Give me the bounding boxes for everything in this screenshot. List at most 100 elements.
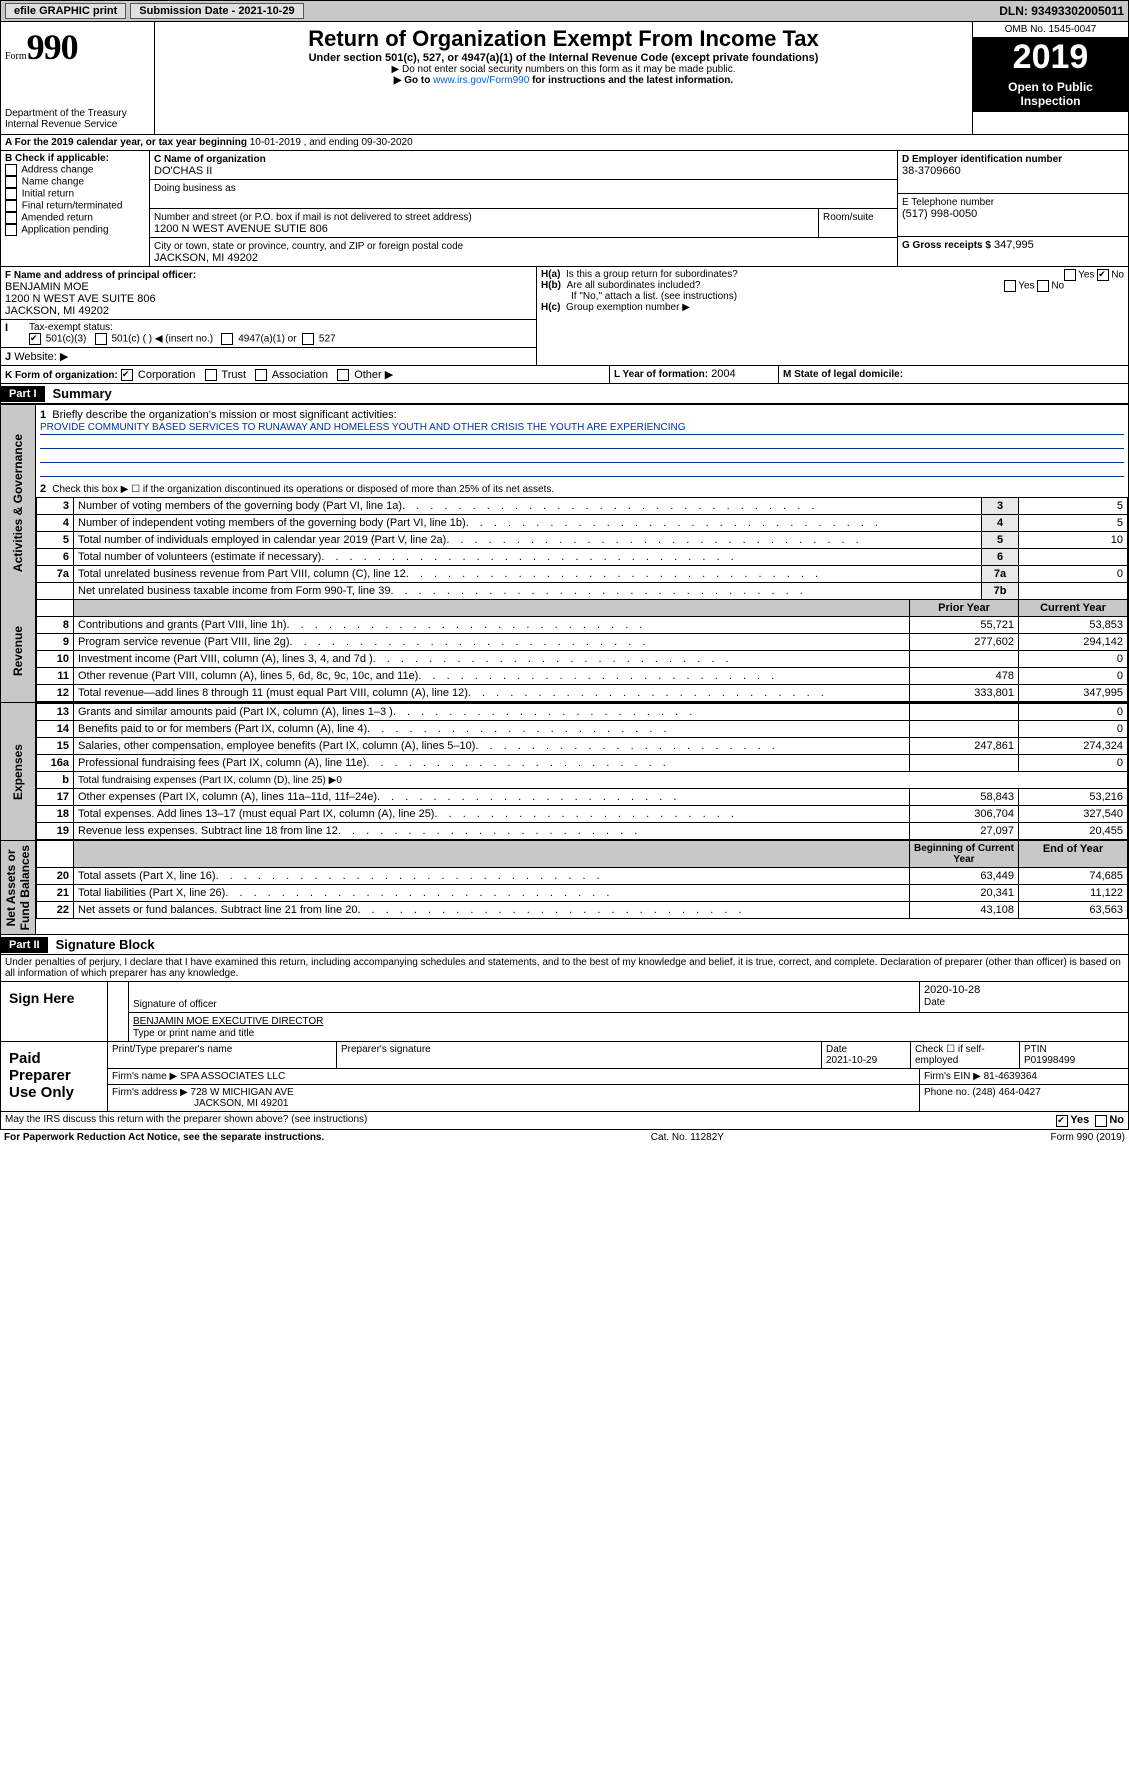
hb-note: If "No," attach a list. (see instruction… (541, 291, 1124, 302)
line-a: A For the 2019 calendar year, or tax yea… (0, 135, 1129, 151)
line2-text: Check this box ▶ ☐ if the organization d… (52, 484, 554, 495)
box-b-label: B Check if applicable: (5, 153, 145, 164)
print-name-label: Type or print name and title (133, 1028, 254, 1039)
hc-text: Group exemption number ▶ (566, 302, 690, 313)
room-label: Room/suite (823, 212, 874, 223)
form-number: 990 (27, 27, 78, 67)
part1-header: Part I Summary (0, 384, 1129, 404)
expenses-table: 13Grants and similar amounts paid (Part … (36, 703, 1128, 840)
omb-number: OMB No. 1545-0047 (973, 22, 1128, 38)
officer-addr1: 1200 N WEST AVE SUITE 806 (5, 293, 156, 305)
city-label: City or town, state or province, country… (154, 241, 463, 252)
boxb-opt[interactable] (5, 224, 17, 236)
firm-name: SPA ASSOCIATES LLC (180, 1071, 285, 1082)
ha-label: H(a) (541, 269, 560, 280)
dba-label: Doing business as (154, 183, 236, 194)
hb-no[interactable] (1037, 280, 1049, 292)
box-g-label: G Gross receipts $ (902, 240, 991, 251)
form-word: Form (5, 51, 27, 62)
boxb-opt[interactable] (5, 188, 17, 200)
line2-num: 2 (40, 483, 46, 495)
sig-officer-label: Signature of officer (133, 999, 217, 1010)
paid-preparer-label: Paid Preparer Use Only (1, 1042, 108, 1111)
boxk-opt[interactable] (255, 369, 267, 381)
form-title: Return of Organization Exempt From Incom… (159, 26, 968, 52)
officer-name: BENJAMIN MOE (5, 281, 89, 293)
hb-text: Are all subordinates included? (567, 280, 701, 291)
side-netassets: Net Assets or Fund Balances (1, 841, 36, 934)
open-public: Open to Public Inspection (973, 76, 1128, 112)
firm-ein: 81-4639364 (984, 1071, 1037, 1082)
ha-text: Is this a group return for subordinates? (566, 269, 738, 280)
firm-addr2: JACKSON, MI 49201 (112, 1098, 288, 1109)
box-l-label: L Year of formation: (614, 369, 708, 380)
sig-date-label: Date (924, 997, 945, 1008)
4947-checkbox[interactable] (221, 333, 233, 345)
part1-label: Part I (1, 386, 45, 402)
boxk-opt[interactable] (337, 369, 349, 381)
side-governance: Activities & Governance (1, 405, 36, 600)
boxes-fhij: F Name and address of principal officer:… (0, 267, 1129, 366)
boxb-opt[interactable] (5, 164, 17, 176)
hb-yes[interactable] (1004, 280, 1016, 292)
firm-addr1: 728 W MICHIGAN AVE (191, 1087, 294, 1098)
irs-link[interactable]: www.irs.gov/Form990 (433, 75, 529, 86)
box-e-label: E Telephone number (902, 197, 994, 208)
box-klm: K Form of organization: Corporation Trus… (0, 366, 1129, 384)
box-f-label: F Name and address of principal officer: (5, 270, 196, 281)
preparer-sig-label: Preparer's signature (337, 1042, 822, 1068)
paid-preparer-block: Paid Preparer Use Only Print/Type prepar… (0, 1042, 1129, 1112)
sig-date: 2020-10-28 (924, 984, 980, 996)
hc-label: H(c) (541, 302, 560, 313)
ha-no[interactable] (1097, 269, 1109, 281)
boxb-opt[interactable] (5, 212, 17, 224)
part1-title: Summary (45, 384, 120, 403)
tax-exempt-label: Tax-exempt status: (29, 322, 113, 333)
discuss-yes[interactable] (1056, 1115, 1068, 1127)
box-c-label: C Name of organization (154, 154, 266, 165)
501c3-checkbox[interactable] (29, 333, 41, 345)
firm-ein-label: Firm's EIN ▶ (924, 1071, 981, 1082)
header-note1: ▶ Do not enter social security numbers o… (159, 64, 968, 75)
dln: DLN: 93493302005011 (999, 4, 1124, 18)
hb-label: H(b) (541, 280, 561, 291)
submission-date-button[interactable]: Submission Date - 2021-10-29 (130, 3, 303, 19)
footer-right: Form 990 (2019) (1051, 1132, 1125, 1143)
501c-checkbox[interactable] (95, 333, 107, 345)
sign-here-label: Sign Here (1, 982, 108, 1041)
box-k-label: K Form of organization: (5, 370, 118, 381)
mission-body: PROVIDE COMMUNITY BASED SERVICES TO RUNA… (40, 421, 1124, 435)
ptin: P01998499 (1024, 1055, 1075, 1066)
form-header: Form990 Department of the Treasury Inter… (0, 22, 1129, 135)
boxb-opt[interactable] (5, 200, 17, 212)
prep-date: 2021-10-29 (826, 1055, 877, 1066)
ha-yes[interactable] (1064, 269, 1076, 281)
self-employed-label: Check ☐ if self-employed (911, 1042, 1020, 1068)
header-boxes: B Check if applicable: Address change Na… (0, 151, 1129, 267)
box-m-label: M State of legal domicile: (783, 369, 903, 380)
preparer-name-label: Print/Type preparer's name (108, 1042, 337, 1068)
phone: (517) 998-0050 (902, 208, 977, 220)
part2-label: Part II (1, 937, 48, 953)
revenue-table: Prior YearCurrent Year 8Contributions an… (36, 600, 1128, 702)
boxb-opt[interactable] (5, 176, 17, 188)
discuss-row: May the IRS discuss this return with the… (0, 1112, 1129, 1129)
gross-receipts: 347,995 (994, 239, 1034, 251)
website-label: Website: ▶ (14, 351, 68, 363)
officer-addr2: JACKSON, MI 49202 (5, 305, 109, 317)
discuss-no[interactable] (1095, 1115, 1107, 1127)
perjury-text: Under penalties of perjury, I declare th… (0, 955, 1129, 982)
discuss-text: May the IRS discuss this return with the… (5, 1114, 367, 1126)
boxk-opt[interactable] (205, 369, 217, 381)
527-checkbox[interactable] (302, 333, 314, 345)
org-city: JACKSON, MI 49202 (154, 252, 258, 264)
prep-date-label: Date (826, 1044, 847, 1055)
efile-button[interactable]: efile GRAPHIC print (5, 3, 126, 19)
line1-num: 1 (40, 409, 46, 421)
header-sub: Under section 501(c), 527, or 4947(a)(1)… (159, 52, 968, 64)
firm-phone-label: Phone no. (924, 1087, 970, 1098)
boxk-opt[interactable] (121, 369, 133, 381)
footer-left: For Paperwork Reduction Act Notice, see … (4, 1132, 324, 1143)
page-footer: For Paperwork Reduction Act Notice, see … (0, 1130, 1129, 1145)
ein: 38-3709660 (902, 165, 961, 177)
